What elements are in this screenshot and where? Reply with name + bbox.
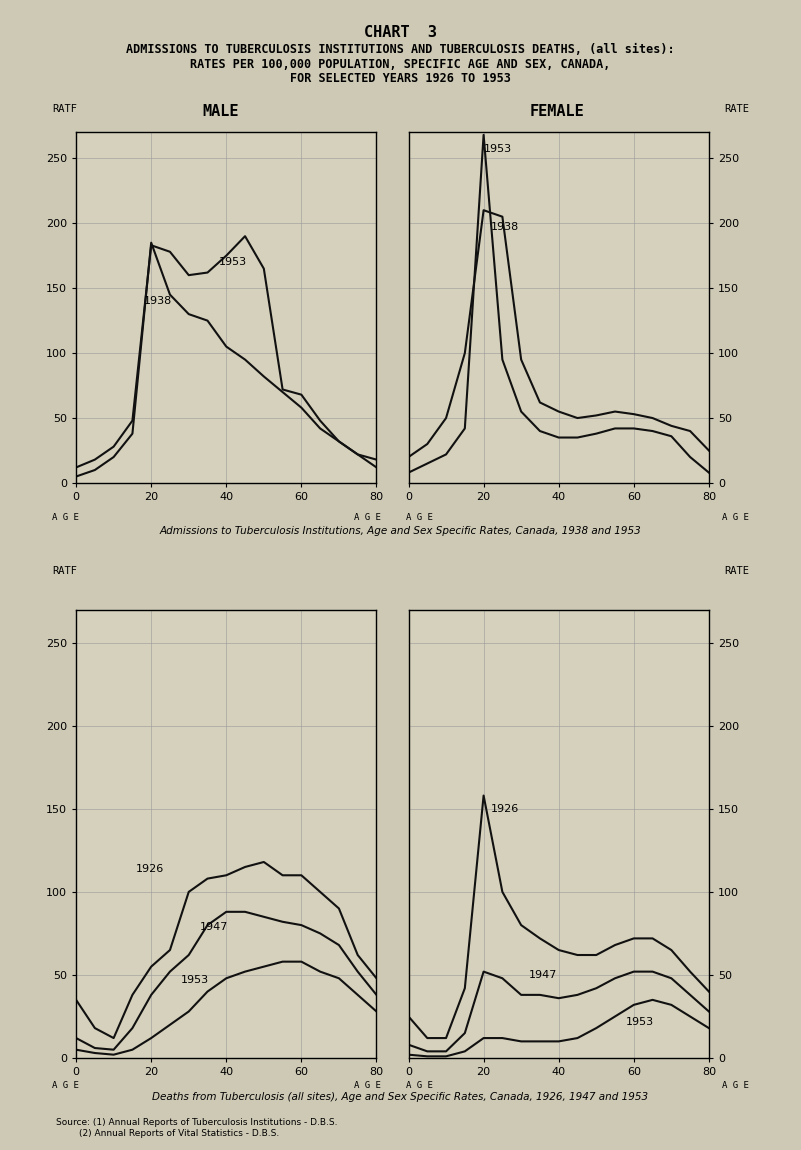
Text: Source: (1) Annual Reports of Tuberculosis Institutions - D.B.S.: Source: (1) Annual Reports of Tuberculos… (56, 1118, 337, 1127)
Text: (2) Annual Reports of Vital Statistics - D.B.S.: (2) Annual Reports of Vital Statistics -… (56, 1129, 280, 1138)
Text: A G E: A G E (722, 1081, 749, 1090)
Text: RATE: RATE (724, 104, 749, 114)
Text: 1938: 1938 (143, 296, 172, 306)
Text: FEMALE: FEMALE (529, 104, 584, 118)
Text: 1938: 1938 (491, 222, 519, 231)
Text: 1947: 1947 (200, 922, 228, 933)
Text: Deaths from Tuberculosis (all sites), Age and Sex Specific Rates, Canada, 1926, : Deaths from Tuberculosis (all sites), Ag… (152, 1092, 649, 1103)
Text: A G E: A G E (354, 1081, 381, 1090)
Text: 1953: 1953 (484, 144, 512, 154)
Text: FOR SELECTED YEARS 1926 TO 1953: FOR SELECTED YEARS 1926 TO 1953 (290, 72, 511, 85)
Text: 1947: 1947 (529, 971, 557, 980)
Text: ADMISSIONS TO TUBERCULOSIS INSTITUTIONS AND TUBERCULOSIS DEATHS, (all sites):: ADMISSIONS TO TUBERCULOSIS INSTITUTIONS … (127, 43, 674, 55)
Text: A G E: A G E (406, 513, 433, 522)
Text: 1926: 1926 (491, 804, 519, 814)
Text: A G E: A G E (354, 513, 381, 522)
Text: 1953: 1953 (626, 1017, 654, 1027)
Text: A G E: A G E (52, 1081, 79, 1090)
Text: Admissions to Tuberculosis Institutions, Age and Sex Specific Rates, Canada, 193: Admissions to Tuberculosis Institutions,… (159, 526, 642, 536)
Text: A G E: A G E (52, 513, 79, 522)
Text: RATE: RATE (724, 566, 749, 576)
Text: A G E: A G E (722, 513, 749, 522)
Text: 1953: 1953 (219, 256, 247, 267)
Text: CHART  3: CHART 3 (364, 25, 437, 40)
Text: 1926: 1926 (136, 864, 164, 874)
Text: 1953: 1953 (181, 975, 209, 986)
Text: A G E: A G E (406, 1081, 433, 1090)
Text: RATF: RATF (52, 566, 77, 576)
Text: RATF: RATF (52, 104, 77, 114)
Text: RATES PER 100,000 POPULATION, SPECIFIC AGE AND SEX, CANADA,: RATES PER 100,000 POPULATION, SPECIFIC A… (191, 58, 610, 70)
Text: MALE: MALE (202, 104, 239, 118)
